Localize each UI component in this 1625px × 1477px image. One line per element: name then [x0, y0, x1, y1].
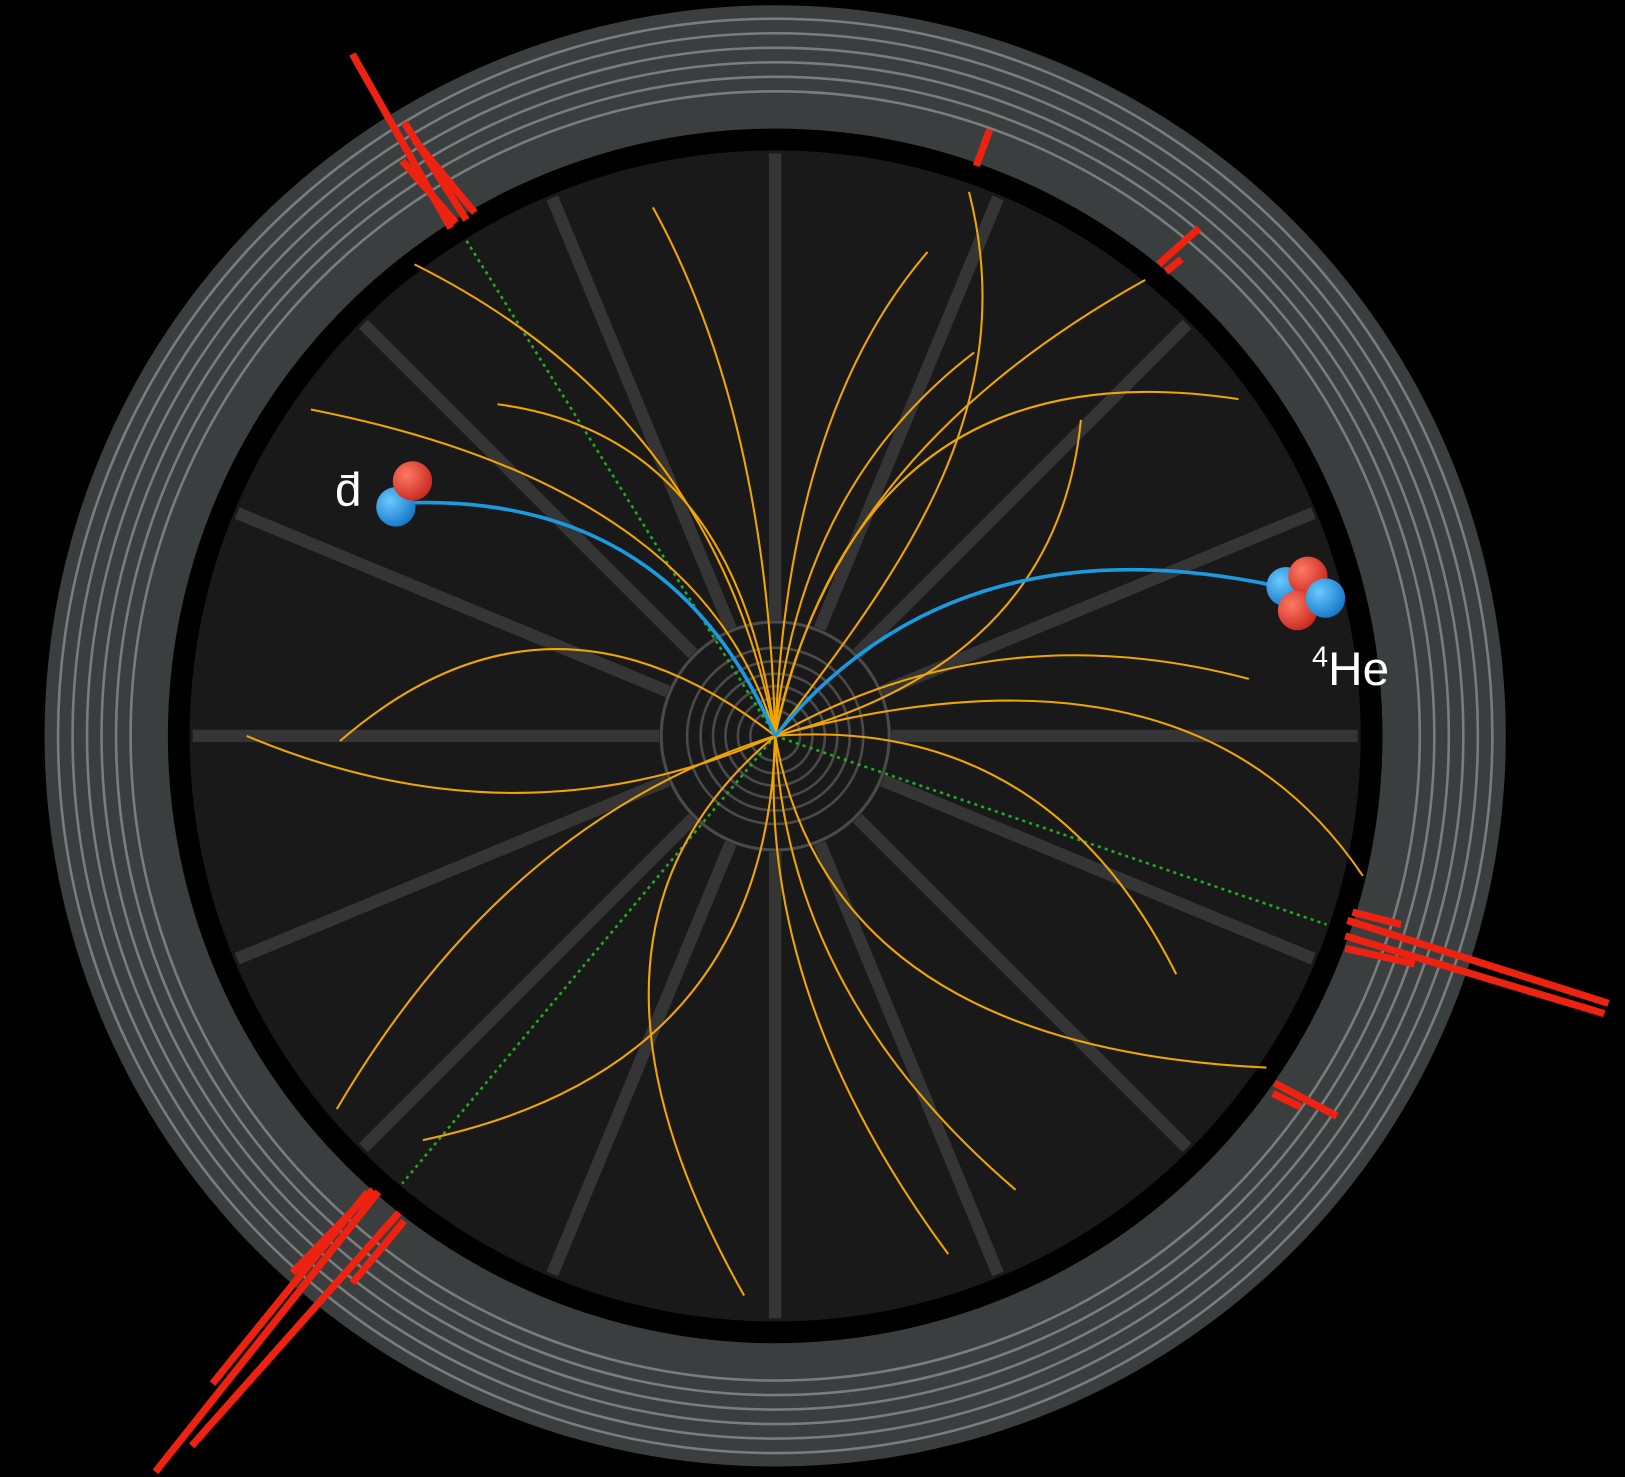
hit	[1273, 1079, 1339, 1120]
spoke	[813, 840, 1004, 1277]
helium-label: 4He	[1312, 641, 1389, 696]
antideuteron: d̄	[335, 461, 433, 527]
spoke	[358, 319, 698, 659]
helium-track	[773, 567, 1276, 738]
spoke	[880, 774, 1316, 965]
antideuteron-track	[414, 500, 777, 737]
hit	[189, 1210, 402, 1449]
nucleon	[392, 461, 433, 501]
hit	[152, 1189, 382, 1474]
spoke	[234, 507, 671, 698]
neutral-line	[774, 734, 1327, 926]
hit	[1271, 1090, 1303, 1111]
spoke	[852, 813, 1192, 1153]
track	[772, 735, 950, 1255]
track	[414, 263, 777, 737]
hit	[1346, 916, 1610, 1007]
hit	[1344, 932, 1606, 1018]
track	[647, 735, 776, 1297]
nuclei-tracks	[414, 500, 1276, 738]
spoke	[880, 507, 1316, 698]
spoke	[546, 840, 737, 1277]
track	[497, 403, 777, 737]
track	[774, 735, 1017, 1191]
track	[774, 390, 1239, 737]
hit	[1344, 944, 1416, 968]
spoke	[358, 813, 698, 1153]
element-symbol: He	[1328, 643, 1389, 696]
spoke	[852, 319, 1192, 659]
track	[774, 699, 1364, 877]
hit	[1156, 225, 1202, 268]
ring	[129, 90, 1422, 1382]
hit	[972, 128, 994, 168]
track	[651, 206, 777, 736]
track	[422, 735, 777, 1142]
vertex-ring	[724, 684, 827, 787]
hit	[411, 137, 478, 215]
track	[339, 648, 776, 742]
hit	[289, 1187, 376, 1276]
ring	[71, 31, 1480, 1440]
track	[774, 419, 1082, 737]
nucleon	[1305, 578, 1346, 618]
track	[774, 654, 1250, 737]
hit	[401, 120, 470, 222]
tracks	[246, 191, 1364, 1297]
track	[775, 733, 1178, 975]
spoke	[546, 195, 737, 632]
track	[774, 251, 929, 736]
neutral-lines	[401, 239, 1327, 1185]
hit	[399, 158, 459, 226]
antideuteron-label: d̄	[335, 464, 362, 517]
helium-nucleus: 4He	[1266, 556, 1389, 696]
track	[246, 734, 776, 794]
hits	[152, 52, 1610, 1474]
spoke	[234, 774, 671, 965]
track	[310, 408, 777, 737]
track	[774, 735, 1267, 1069]
hit	[1351, 908, 1403, 929]
vertex-ring	[736, 697, 814, 775]
hit	[1163, 256, 1184, 275]
track	[774, 351, 975, 737]
hit	[349, 1218, 407, 1286]
ring	[114, 75, 1436, 1397]
track	[774, 191, 984, 737]
neutral-line	[401, 735, 777, 1185]
ring	[56, 17, 1494, 1455]
ring	[85, 46, 1465, 1426]
neutral-line	[465, 239, 777, 737]
ring	[100, 60, 1451, 1411]
mass-number: 4	[1312, 641, 1328, 673]
spokes	[192, 153, 1358, 1319]
